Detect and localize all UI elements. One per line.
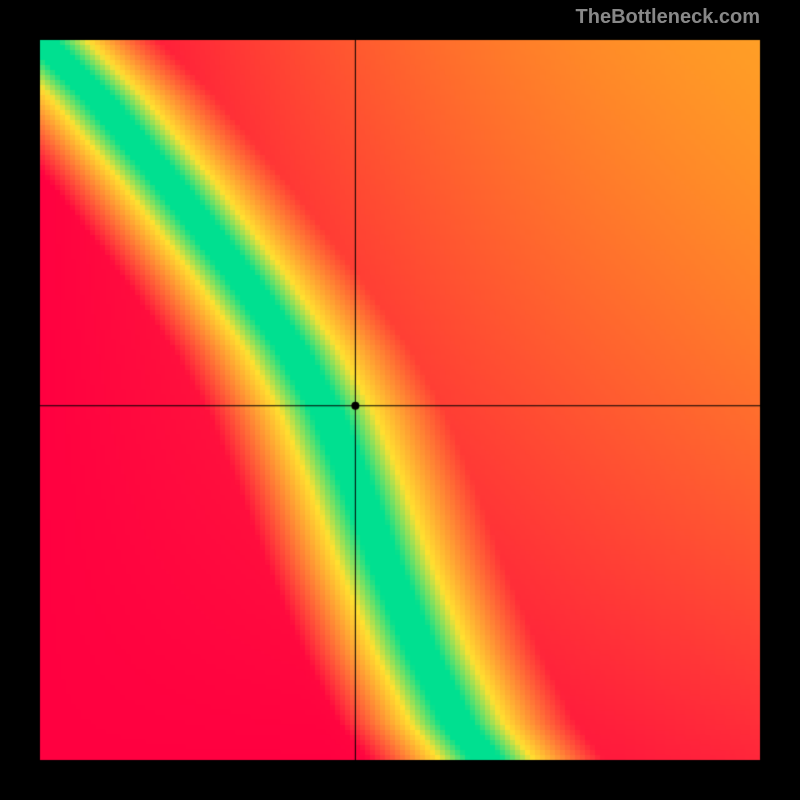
- heatmap-canvas: [0, 0, 800, 800]
- watermark-text: TheBottleneck.com: [576, 6, 760, 29]
- chart-container: TheBottleneck.com: [0, 0, 800, 800]
